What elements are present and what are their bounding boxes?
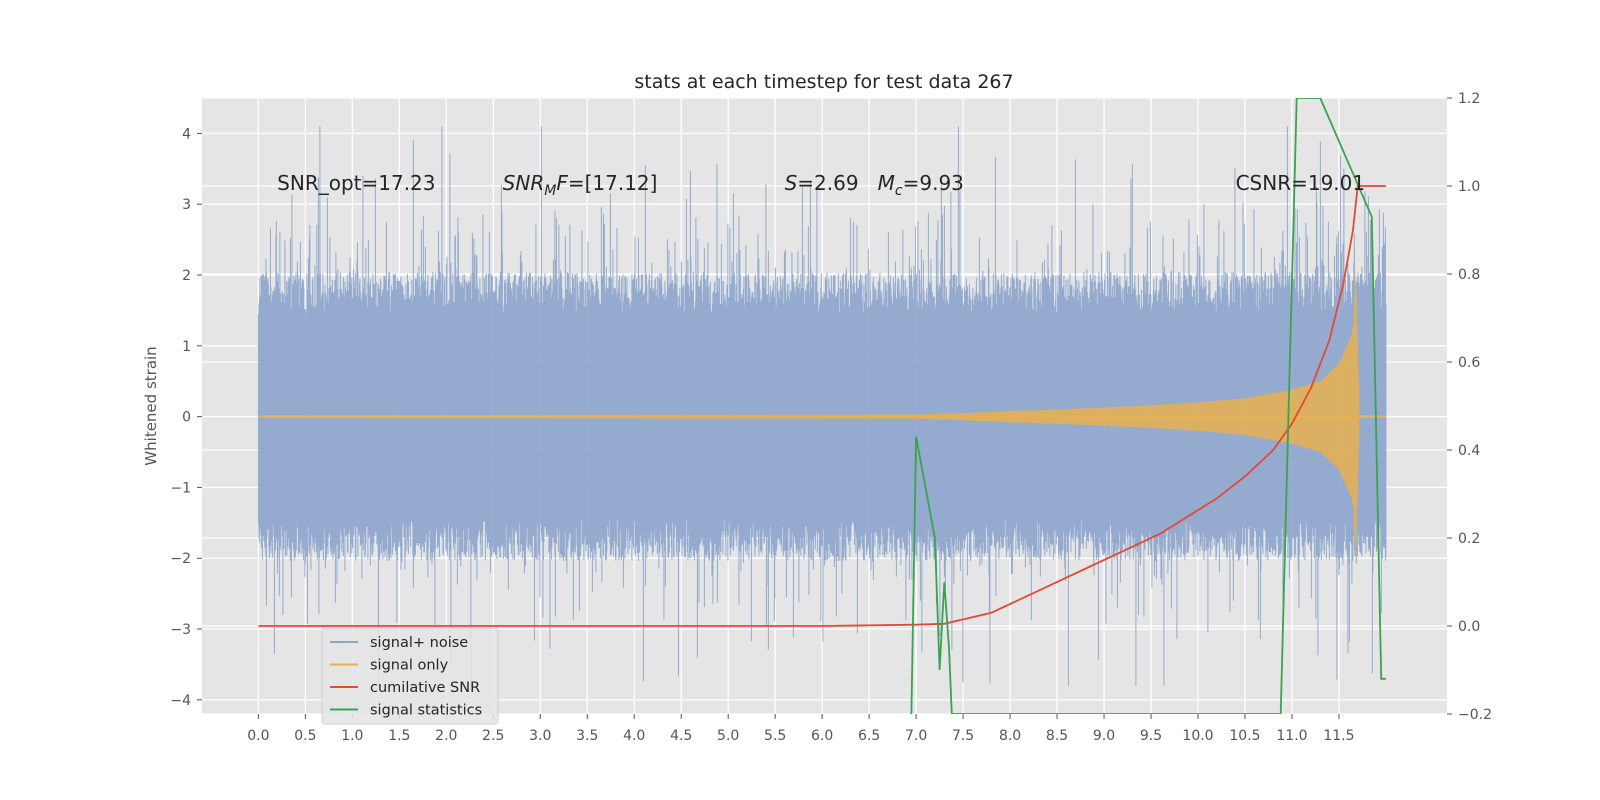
y-tick-label: −2: [170, 551, 191, 567]
x-tick-label: 6.0: [811, 728, 833, 744]
x-tick-label: 11.5: [1323, 728, 1354, 744]
y-tick-label: 2: [182, 268, 191, 284]
y-tick-label: 4: [182, 126, 191, 142]
y2-tick-label: 0.4: [1458, 443, 1480, 459]
annotations: SNR_opt=17.23 SNRMF=[17.12] S=2.69 Mc=9.93…: [277, 171, 1365, 199]
y-tick-label: 1: [182, 339, 191, 355]
x-tick-label: 9.0: [1093, 728, 1115, 744]
y2-tick-label: 1.2: [1458, 91, 1480, 107]
x-tick-label: 5.5: [764, 728, 786, 744]
legend-box: [321, 627, 499, 725]
x-tick-label: 9.5: [1140, 728, 1162, 744]
x-tick-label: 0.5: [294, 728, 316, 744]
chart-title: stats at each timestep for test data 267: [634, 71, 1013, 93]
x-tick-label: 1.5: [388, 728, 410, 744]
x-tick-label: 1.0: [341, 728, 363, 744]
y2-tick-label: 0.8: [1458, 267, 1480, 283]
x-tick-label: 2.5: [482, 728, 504, 744]
y2-tick-label: 0.0: [1458, 619, 1480, 635]
y-axis-right: 1.2 1.0 0.8 0.6 0.4 0.2 0.0 −0.2: [1447, 91, 1492, 723]
y-tick-label: −3: [170, 622, 191, 638]
x-tick-label: 7.0: [905, 728, 927, 744]
x-tick-label: 8.5: [1046, 728, 1068, 744]
series-layer: [257, 98, 1387, 714]
x-axis: 0.0 0.5 1.0 1.5 2.0 2.5 3.0 3.5 4.0 4.5 5.0 5.5 6.0 6…: [247, 714, 1355, 744]
y2-tick-label: 0.2: [1458, 531, 1480, 547]
y2-tick-label: −0.2: [1458, 707, 1492, 723]
annotation-text: S=2.69 Mc=9.93: [785, 171, 964, 199]
series-signal-statistics: [910, 98, 1386, 714]
y-axis-left: 4 3 2 1 0 −1 −2 −3 −4: [170, 126, 202, 709]
y-tick-label: −1: [170, 480, 191, 496]
legend-label: cumilative SNR: [370, 680, 480, 696]
x-tick-label: 11.0: [1276, 728, 1307, 744]
y-axis-label: Whitened strain: [142, 346, 160, 465]
y2-tick-label: 1.0: [1458, 179, 1480, 195]
x-tick-label: 10.0: [1182, 728, 1213, 744]
x-tick-label: 4.5: [670, 728, 692, 744]
y-tick-label: −4: [170, 693, 191, 709]
x-tick-label: 4.0: [623, 728, 645, 744]
y2-tick-label: 0.6: [1458, 355, 1480, 371]
annotation-text: SNR_opt=17.23: [277, 171, 435, 195]
legend-label: signal+ noise: [370, 635, 468, 651]
y-tick-label: 0: [182, 410, 191, 426]
legend: signal+ noise signal only cumilative SNR si…: [321, 627, 499, 725]
x-tick-label: 10.5: [1229, 728, 1260, 744]
x-tick-label: 5.0: [717, 728, 739, 744]
y-tick-label: 3: [182, 197, 191, 213]
x-tick-label: 3.0: [529, 728, 551, 744]
x-tick-label: 3.5: [576, 728, 598, 744]
annotation-text: SNRMF=[17.12]: [503, 171, 658, 199]
x-tick-label: 7.5: [952, 728, 974, 744]
series-cumulative-snr: [258, 185, 1386, 627]
x-tick-label: 6.5: [858, 728, 880, 744]
x-tick-label: 2.0: [435, 728, 457, 744]
legend-label: signal statistics: [370, 703, 482, 719]
legend-label: signal only: [370, 658, 449, 674]
annotation-text: CSNR=19.01: [1236, 171, 1366, 195]
x-tick-label: 0.0: [247, 728, 269, 744]
x-tick-label: 8.0: [999, 728, 1021, 744]
